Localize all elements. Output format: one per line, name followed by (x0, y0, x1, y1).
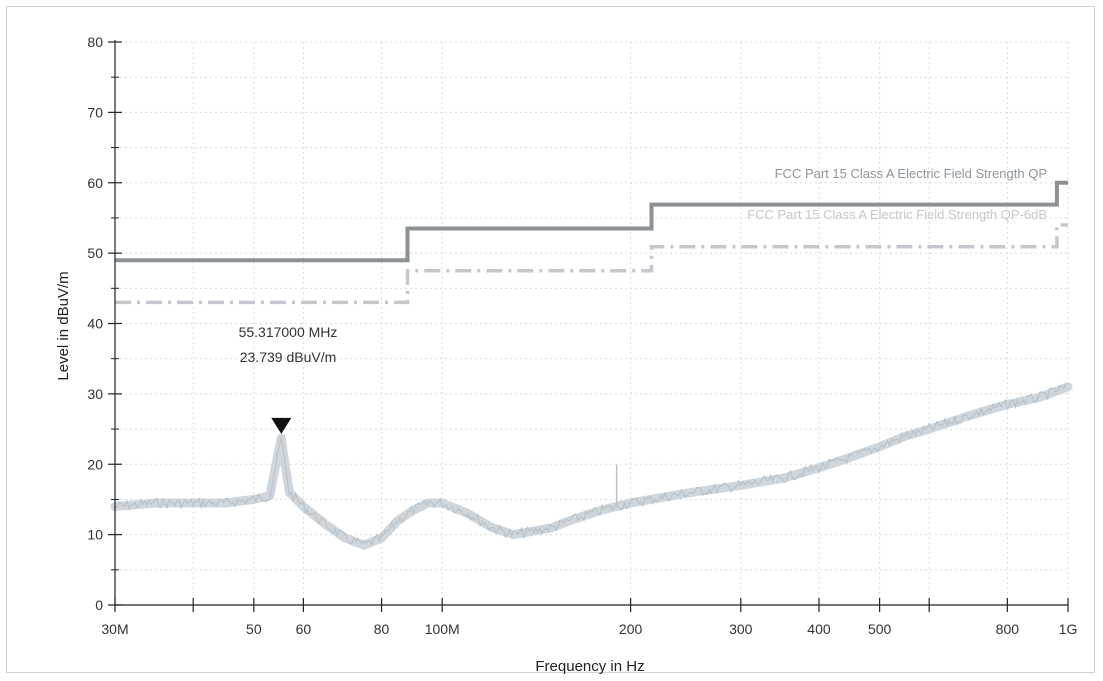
y-tick-label: 30 (87, 386, 103, 402)
grid-lines (115, 41, 1069, 605)
series-limit-qp (115, 180, 1068, 263)
x-tick-label: 300 (729, 621, 753, 637)
axes (108, 40, 1069, 612)
x-tick-label: 1G (1059, 621, 1078, 637)
x-tick-label: 50 (246, 621, 262, 637)
x-tick-label: 80 (374, 621, 390, 637)
marker-triangle-icon (271, 417, 292, 434)
legend-limit-qp: FCC Part 15 Class A Electric Field Stren… (775, 166, 1047, 181)
series-measurement-trace (114, 383, 1067, 547)
y-tick-label: 40 (87, 316, 103, 332)
series-layer (110, 180, 1073, 550)
x-tick-label: 100M (425, 621, 460, 637)
x-axis-label: Frequency in Hz (535, 658, 644, 675)
legend-limit-qp-6db: FCC Part 15 Class A Electric Field Stren… (747, 207, 1047, 222)
x-tick-label: 800 (996, 621, 1020, 637)
x-tick-label: 500 (868, 621, 892, 637)
x-tick-label: 30M (101, 621, 128, 637)
y-tick-label: 80 (87, 34, 103, 50)
y-tick-label: 0 (95, 597, 103, 613)
x-tick-label: 400 (807, 621, 831, 637)
marker-frequency-readout: 55.317000 MHz (239, 324, 338, 340)
chart-frame (6, 6, 1095, 673)
x-tick-label: 60 (296, 621, 312, 637)
y-tick-label: 60 (87, 175, 103, 191)
y-tick-label: 50 (87, 245, 103, 261)
tick-labels: 0 10 20 30 40 50 60 70 80 30M 50 60 80 100M 200 300 400 5… (87, 34, 1077, 637)
y-tick-label: 10 (87, 527, 103, 543)
y-axis-label: Level in dBuV/m (55, 271, 72, 380)
y-tick-label: 20 (87, 456, 103, 472)
x-tick-label: 200 (619, 621, 643, 637)
marker-level-readout: 23.739 dBuV/m (240, 349, 337, 365)
series-measurement-band (110, 382, 1073, 550)
series-limit-qp-6db (115, 223, 1068, 305)
y-tick-label: 70 (87, 104, 103, 120)
